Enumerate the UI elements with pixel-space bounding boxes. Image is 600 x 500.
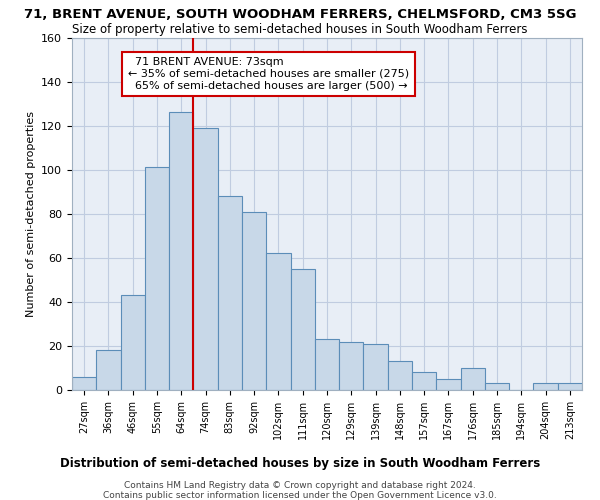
Bar xyxy=(290,269,315,390)
Text: Contains HM Land Registry data © Crown copyright and database right 2024.: Contains HM Land Registry data © Crown c… xyxy=(124,481,476,490)
Bar xyxy=(242,212,266,390)
Bar xyxy=(193,128,218,390)
Bar xyxy=(461,368,485,390)
Bar xyxy=(315,340,339,390)
Bar xyxy=(388,362,412,390)
Bar xyxy=(485,384,509,390)
Text: Distribution of semi-detached houses by size in South Woodham Ferrers: Distribution of semi-detached houses by … xyxy=(60,458,540,470)
Bar xyxy=(169,112,193,390)
Bar xyxy=(436,379,461,390)
Y-axis label: Number of semi-detached properties: Number of semi-detached properties xyxy=(26,111,35,317)
Bar xyxy=(412,372,436,390)
Text: 71 BRENT AVENUE: 73sqm
← 35% of semi-detached houses are smaller (275)
  65% of : 71 BRENT AVENUE: 73sqm ← 35% of semi-det… xyxy=(128,58,409,90)
Bar xyxy=(121,296,145,390)
Bar xyxy=(72,377,96,390)
Bar xyxy=(266,254,290,390)
Text: Size of property relative to semi-detached houses in South Woodham Ferrers: Size of property relative to semi-detach… xyxy=(72,22,528,36)
Text: Contains public sector information licensed under the Open Government Licence v3: Contains public sector information licen… xyxy=(103,491,497,500)
Bar xyxy=(558,384,582,390)
Text: 71, BRENT AVENUE, SOUTH WOODHAM FERRERS, CHELMSFORD, CM3 5SG: 71, BRENT AVENUE, SOUTH WOODHAM FERRERS,… xyxy=(24,8,576,20)
Bar xyxy=(218,196,242,390)
Bar xyxy=(364,344,388,390)
Bar xyxy=(96,350,121,390)
Bar xyxy=(533,384,558,390)
Bar xyxy=(339,342,364,390)
Bar xyxy=(145,168,169,390)
